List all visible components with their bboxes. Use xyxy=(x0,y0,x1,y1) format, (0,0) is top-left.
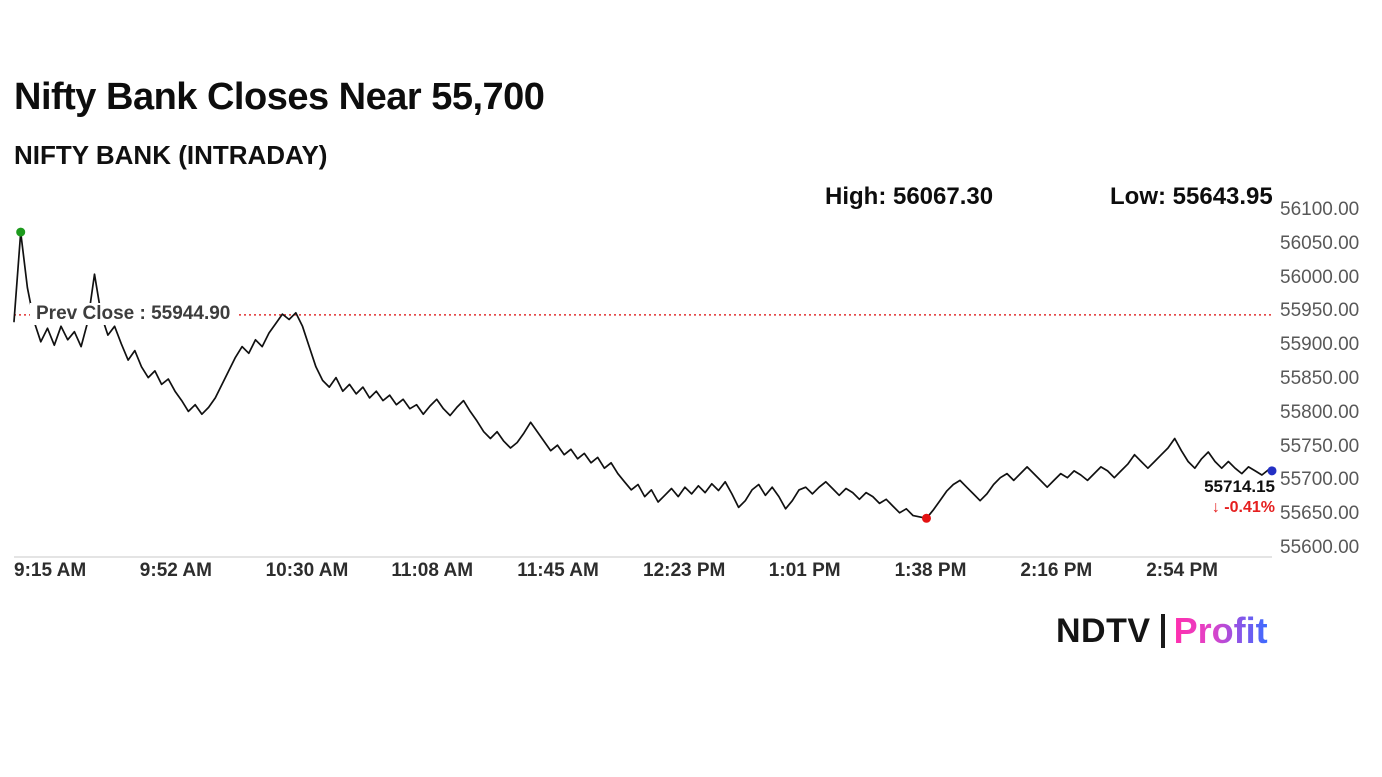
last-price-block: 55714.15 ↓ -0.41% xyxy=(1100,476,1275,518)
ndtv-logo-text: NDTV xyxy=(1056,611,1151,650)
logo-divider xyxy=(1160,614,1165,648)
prev-close-label: Prev Close : 55944.90 xyxy=(30,303,237,325)
last-change-label: ↓ -0.41% xyxy=(1211,499,1275,516)
price-line xyxy=(13,231,1273,520)
high-value-label: High: 56067.30 xyxy=(825,183,994,210)
high-marker xyxy=(16,227,26,237)
low-value-label: Low: 55643.95 xyxy=(1110,183,1273,210)
profit-logo-text: Profit xyxy=(1173,610,1268,651)
last-marker xyxy=(1267,466,1277,476)
low-marker xyxy=(921,513,931,523)
ndtv-profit-logo: NDTV Profit xyxy=(1056,610,1268,652)
chart-subtitle: NIFTY BANK (INTRADAY) xyxy=(14,140,328,170)
last-price-label: 55714.15 xyxy=(1204,477,1275,496)
page-title: Nifty Bank Closes Near 55,700 xyxy=(14,76,545,118)
